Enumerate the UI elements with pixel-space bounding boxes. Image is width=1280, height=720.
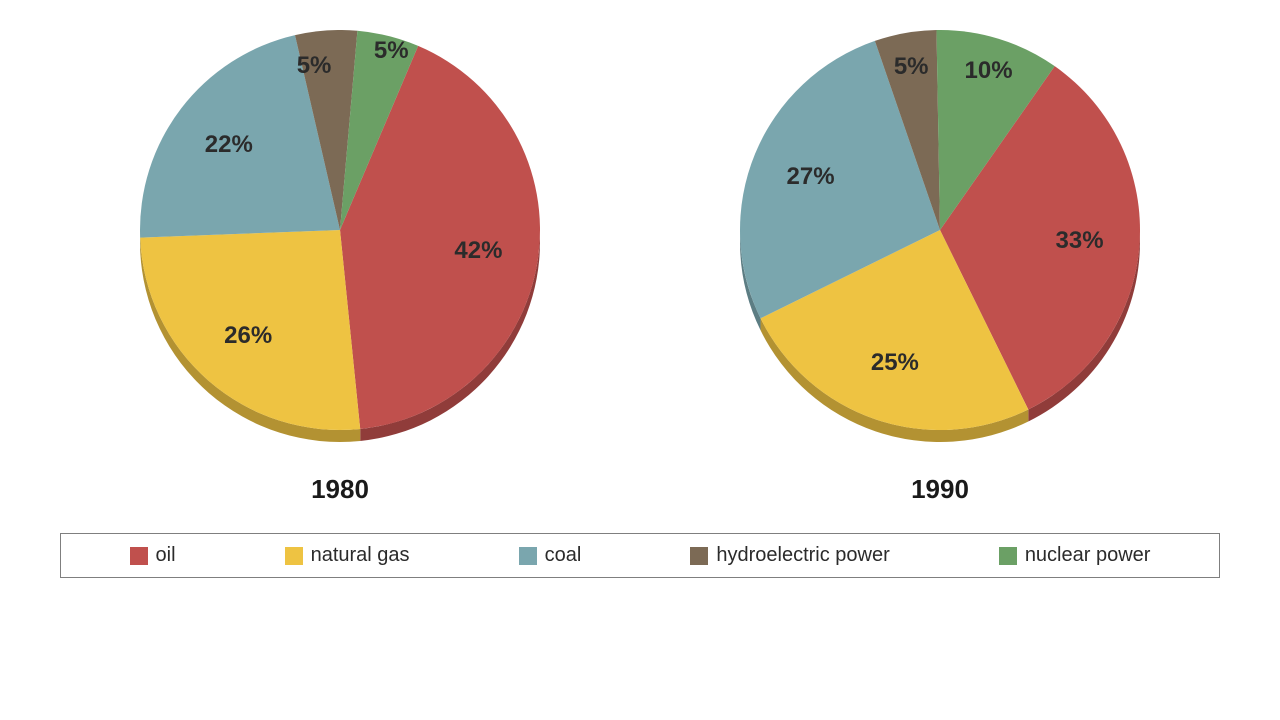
- pie-chart-1980: 42% 26% 22% 5% 5% 1980: [140, 30, 540, 505]
- legend-swatch-nuclear: [999, 547, 1017, 565]
- legend-label-coal: coal: [545, 544, 582, 567]
- legend-swatch-hydro: [690, 547, 708, 565]
- legend-item-natural_gas: natural gas: [285, 544, 410, 567]
- legend-swatch-natural_gas: [285, 547, 303, 565]
- year-label-1980: 1980: [311, 474, 369, 505]
- legend-label-hydro: hydroelectric power: [716, 544, 889, 567]
- pie-label-oil: 42%: [454, 237, 502, 265]
- pie-label-natural_gas: 26%: [224, 322, 272, 350]
- pie-label-oil: 33%: [1056, 227, 1104, 255]
- pie-label-natural_gas: 25%: [871, 349, 919, 377]
- pie-label-hydro: 5%: [894, 53, 929, 81]
- pie-label-coal: 27%: [787, 163, 835, 191]
- legend: oil natural gas coal hydroelectric power nuc…: [60, 533, 1220, 578]
- legend-item-oil: oil: [130, 544, 176, 567]
- legend-item-coal: coal: [519, 544, 582, 567]
- pie-chart-1990: 33% 25% 27% 5% 10% 1990: [740, 30, 1140, 505]
- charts-row: 42% 26% 22% 5% 5% 1980 33% 25% 27% 5% 10% 1990: [0, 0, 1280, 505]
- pie-label-nuclear: 10%: [965, 57, 1013, 85]
- legend-label-oil: oil: [156, 544, 176, 567]
- legend-item-nuclear: nuclear power: [999, 544, 1151, 567]
- pie-label-hydro: 5%: [297, 52, 332, 80]
- legend-label-natural_gas: natural gas: [311, 544, 410, 567]
- legend-swatch-coal: [519, 547, 537, 565]
- pie-label-coal: 22%: [205, 131, 253, 159]
- legend-item-hydro: hydroelectric power: [690, 544, 889, 567]
- legend-label-nuclear: nuclear power: [1025, 544, 1151, 567]
- year-label-1990: 1990: [911, 474, 969, 505]
- pie-label-nuclear: 5%: [374, 37, 409, 65]
- legend-swatch-oil: [130, 547, 148, 565]
